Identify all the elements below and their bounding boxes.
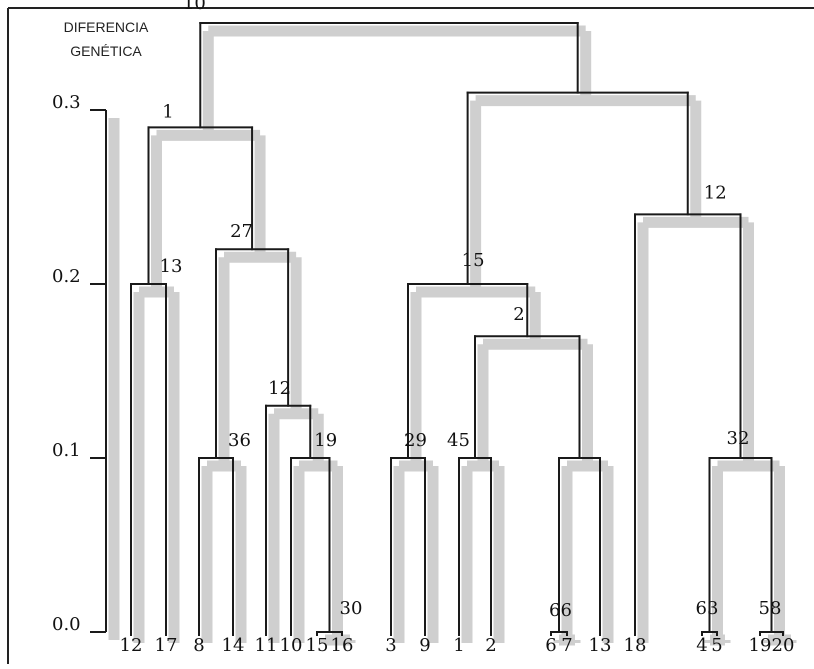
leaf-label-16: 16 xyxy=(331,635,354,656)
leaf-label-9: 9 xyxy=(419,635,430,656)
leaf-label-17: 17 xyxy=(155,635,178,656)
leaf-label-8: 8 xyxy=(193,635,204,656)
cluster-label-c36: 36 xyxy=(228,430,251,451)
cluster-label-c66: 66 xyxy=(549,600,572,621)
cluster-label-c19: 19 xyxy=(314,430,337,451)
axis-tick-label-0.2: 0.2 xyxy=(52,266,81,287)
dendrogram-branches xyxy=(130,22,784,636)
leaf-label-3: 3 xyxy=(385,635,396,656)
leaf-label-18: 18 xyxy=(624,635,647,656)
cluster-label-c1: 1 xyxy=(162,101,173,122)
shadow-layer xyxy=(108,25,797,646)
cluster-label-c13: 13 xyxy=(160,256,183,277)
cluster-label-c32: 32 xyxy=(727,428,750,449)
cluster-label-c63: 63 xyxy=(696,598,719,619)
cluster-label-c12a: 12 xyxy=(268,378,291,399)
leaf-label-13: 13 xyxy=(589,635,612,656)
cluster-label-c27: 27 xyxy=(230,221,253,242)
cluster-label-c45: 45 xyxy=(447,430,470,451)
leaf-label-11: 11 xyxy=(255,635,278,656)
axis-tick-label-0.3: 0.3 xyxy=(52,92,81,113)
leaf-label-1: 1 xyxy=(453,635,464,656)
leaf-label-10: 10 xyxy=(280,635,303,656)
axis-title-line2: GENÉTICA xyxy=(70,43,142,59)
cluster-label-c2: 2 xyxy=(513,304,524,325)
leaf-label-6: 6 xyxy=(545,635,556,656)
leaf-label-7: 7 xyxy=(561,635,572,656)
cluster-label-c58: 58 xyxy=(759,598,782,619)
cluster-label-c12b: 12 xyxy=(704,182,727,203)
leaf-label-5: 5 xyxy=(711,635,722,656)
cluster-label-c15: 15 xyxy=(462,250,485,271)
cluster-label-c30: 30 xyxy=(340,598,363,619)
cluster-label-c29: 29 xyxy=(404,430,427,451)
axis-tick-label-0.1: 0.1 xyxy=(52,440,81,461)
leaf-label-15: 15 xyxy=(306,635,329,656)
leaf-label-20: 20 xyxy=(772,635,795,656)
leaf-label-2: 2 xyxy=(485,635,496,656)
y-axis: DIFERENCIA GENÉTICA 0.0 0.1 0.2 0.3 xyxy=(52,19,149,635)
cluster-label-c10: 10 xyxy=(183,0,206,14)
leaf-label-4: 4 xyxy=(696,635,707,656)
axis-tick-label-0.0: 0.0 xyxy=(52,614,81,635)
leaf-label-19: 19 xyxy=(749,635,772,656)
leaf-label-12: 12 xyxy=(120,635,143,656)
leaf-label-14: 14 xyxy=(222,635,245,656)
axis-title-line1: DIFERENCIA xyxy=(64,19,149,35)
